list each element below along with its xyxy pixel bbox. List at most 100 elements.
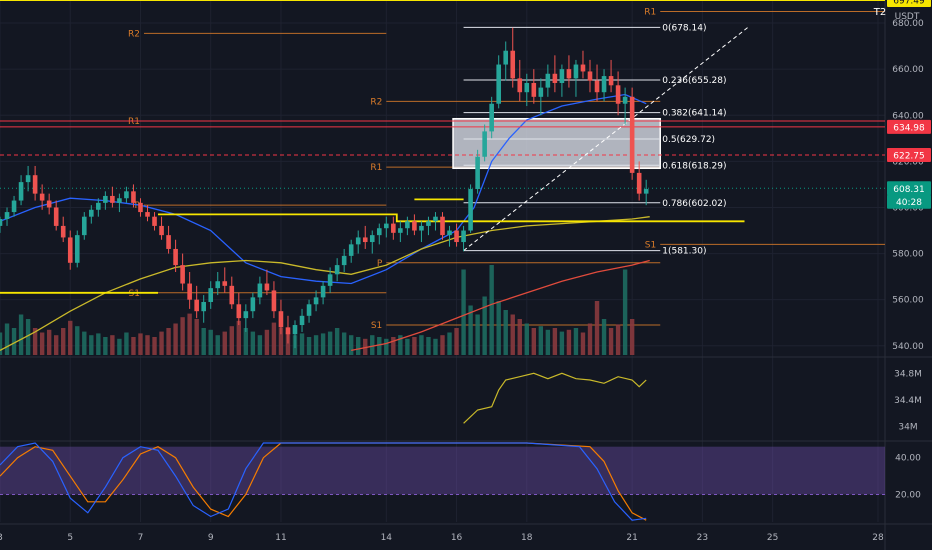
- candle-body: [131, 191, 136, 203]
- volume-bar: [299, 333, 305, 355]
- stochastic-panel: 40.00 20.00: [0, 442, 921, 521]
- price-label-text: 634.98: [893, 123, 925, 133]
- candle-body: [320, 285, 326, 298]
- support-line[interactable]: [158, 213, 745, 223]
- volume-bar: [0, 332, 3, 355]
- candle-body: [398, 228, 403, 233]
- volume-bar: [96, 333, 101, 355]
- candle-body: [362, 237, 368, 243]
- pivot-label: S1: [645, 240, 656, 250]
- candle-body: [391, 223, 396, 233]
- date-tick: 5: [67, 533, 73, 543]
- pivot-label: R1: [128, 117, 140, 127]
- price-tick: 640.00: [892, 111, 924, 121]
- candle-body: [18, 182, 24, 201]
- volume-bar: [68, 320, 73, 355]
- candle-body: [159, 225, 164, 236]
- candle-body: [454, 230, 459, 243]
- volume-bar: [166, 328, 171, 355]
- candle-body: [419, 225, 424, 231]
- symbol-badge: T2: [873, 7, 886, 18]
- candle-body: [67, 237, 73, 263]
- pivot-label: R2: [370, 97, 382, 107]
- stoch-tick: 40.00: [895, 454, 921, 464]
- candlesticks: [0, 27, 649, 349]
- volume-bar: [538, 326, 544, 355]
- candle-body: [629, 96, 635, 173]
- volume-bar: [145, 335, 150, 355]
- candle-body: [573, 64, 579, 79]
- candle-body: [334, 265, 340, 275]
- ma-line: [351, 259, 650, 352]
- candle-body: [580, 64, 586, 72]
- date-tick: 16: [451, 533, 463, 543]
- fib-level-label: 0.236(655.28): [662, 76, 726, 86]
- candle-body: [39, 193, 45, 201]
- obv-panel: 34.8M 34.4M 34M: [463, 369, 922, 433]
- candle-body: [496, 64, 501, 104]
- volume-bar: [608, 328, 614, 355]
- candle-body: [96, 202, 101, 210]
- volume-bar: [552, 328, 558, 355]
- candle-body: [447, 230, 452, 236]
- date-tick: 14: [381, 533, 393, 543]
- volume-bar: [138, 333, 143, 355]
- candle-body: [587, 71, 593, 81]
- volume-bar: [545, 329, 551, 355]
- date-tick: 9: [208, 533, 214, 543]
- volume-bar: [53, 335, 59, 355]
- volume-bar: [384, 338, 389, 355]
- price-label-text: 608.31: [893, 185, 925, 195]
- volume-bar: [566, 329, 572, 355]
- horizontal-lines[interactable]: [0, 120, 885, 189]
- volume-bar: [447, 332, 452, 355]
- candle-body: [355, 237, 361, 245]
- candle-body: [152, 216, 157, 226]
- candle-body: [208, 288, 214, 302]
- moving-averages: [0, 93, 650, 352]
- volume-bar: [594, 301, 600, 355]
- date-tick: 28: [872, 533, 884, 543]
- trend-line[interactable]: [463, 26, 749, 251]
- volume-bar: [187, 313, 192, 355]
- volume-bar: [131, 337, 136, 355]
- fibonacci-retracement[interactable]: 0(678.14) 0.236(655.28) 0.382(641.14) 0.5(6…: [463, 23, 727, 257]
- support-lines[interactable]: [0, 0, 885, 294]
- candle-body: [299, 315, 305, 326]
- candle-body: [517, 78, 523, 93]
- candle-body: [545, 73, 551, 88]
- candle-body: [180, 265, 185, 284]
- candle-body: [468, 189, 473, 231]
- candle-body: [60, 225, 66, 238]
- volume-bar: [622, 269, 628, 355]
- candle-body: [327, 274, 333, 286]
- candle-body: [313, 297, 319, 305]
- volume-bar: [243, 328, 249, 355]
- volume-bar: [285, 332, 291, 355]
- candle-body: [166, 235, 171, 249]
- volume-bar: [110, 335, 115, 355]
- candle-body: [384, 223, 389, 229]
- volume-bar: [222, 331, 227, 355]
- fib-level-label: 0.786(602.02): [662, 199, 726, 209]
- pivot-label: P: [135, 201, 141, 211]
- candle-body: [348, 244, 354, 256]
- obv-line: [463, 372, 647, 424]
- volume-bar: [615, 324, 621, 355]
- candle-body: [0, 218, 3, 226]
- obv-tick: 34.8M: [894, 369, 922, 379]
- candle-body: [32, 175, 38, 194]
- candle-body: [503, 50, 509, 65]
- volume-bar: [39, 332, 45, 355]
- volume-bar: [257, 335, 263, 355]
- date-tick: 18: [521, 533, 533, 543]
- date-tick: 7: [138, 533, 144, 543]
- volume-bar: [510, 314, 515, 355]
- fib-level-label: 0.5(629.72): [662, 135, 715, 145]
- pivot-label: S1: [371, 321, 382, 331]
- candle-body: [615, 85, 621, 104]
- volume-bar: [32, 328, 38, 355]
- trend-line-dashed[interactable]: [463, 26, 749, 251]
- date-tick: 21: [626, 533, 637, 543]
